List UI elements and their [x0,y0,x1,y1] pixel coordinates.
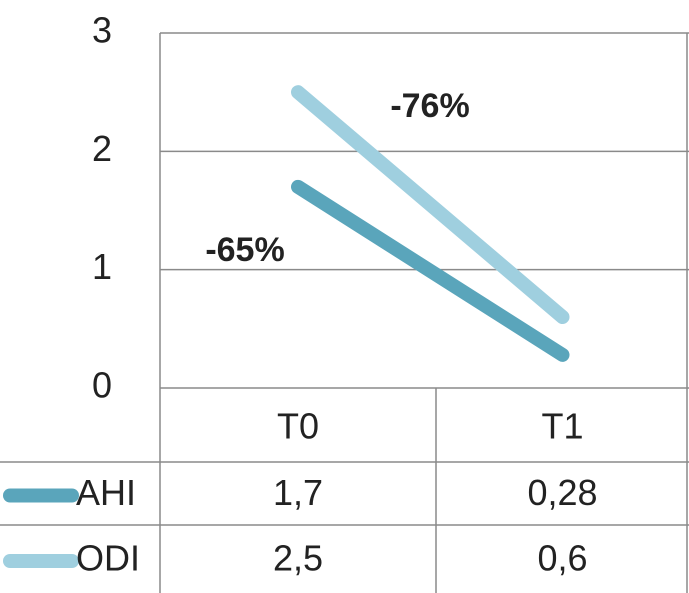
chart: 0 1 2 3 T0 T1 AHI 1,7 0,28 ODI 2,5 0,6 -76% -65% [0,0,689,593]
annotation: -76% [390,87,469,125]
value-label: 0,28 [527,472,597,513]
y-tick-label: 2 [92,128,112,169]
legend-label: ODI [76,538,140,579]
annotation: -65% [205,231,284,269]
y-tick-label: 3 [92,10,112,51]
value-label: 0,6 [537,538,587,579]
x-tick-label: T1 [541,406,583,447]
legend-label: AHI [76,472,136,513]
value-label: 1,7 [273,472,323,513]
value-label: 2,5 [273,538,323,579]
x-tick-label: T0 [277,406,319,447]
y-tick-label: 0 [92,365,112,406]
y-tick-label: 1 [92,246,112,287]
